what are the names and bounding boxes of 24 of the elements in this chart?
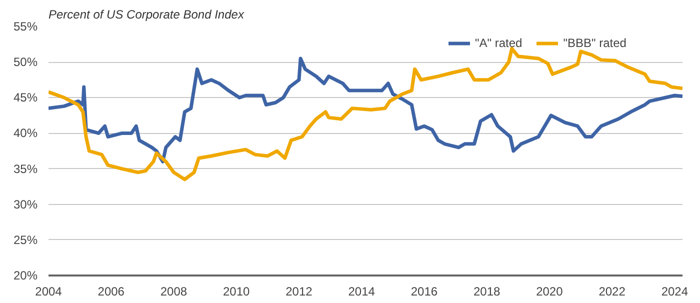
line-series — [48, 46, 682, 182]
x-tick-label: 2022 — [598, 284, 626, 298]
legend-label: "A" rated — [475, 36, 522, 50]
y-tick-label: 25% — [13, 232, 38, 247]
x-tick-label: 2018 — [473, 284, 500, 298]
legend-label: "BBB" rated — [563, 36, 626, 50]
y-tick-label: 40% — [13, 126, 38, 140]
x-tick-label: 2020 — [536, 284, 564, 298]
x-tick-label: 2014 — [348, 284, 376, 298]
x-tick-label: 2012 — [286, 284, 313, 298]
y-tick-label: 30% — [13, 197, 38, 212]
y-tick-label: 45% — [13, 90, 38, 105]
y-tick-label: 35% — [13, 162, 38, 176]
chart-title: Percent of US Corporate Bond Index — [48, 8, 245, 22]
x-tick-label: 2008 — [160, 284, 188, 298]
line-series — [48, 56, 682, 164]
x-tick-label: 2006 — [98, 284, 125, 298]
x-tick-label: 2010 — [223, 284, 250, 298]
x-tick-label: 2024 — [661, 284, 688, 298]
y-tick-label: 20% — [13, 268, 38, 282]
x-tick-label: 2016 — [410, 284, 438, 298]
y-tick-label: 50% — [13, 55, 38, 70]
x-tick-label: 2004 — [35, 284, 62, 298]
y-tick-label: 55% — [13, 20, 38, 34]
